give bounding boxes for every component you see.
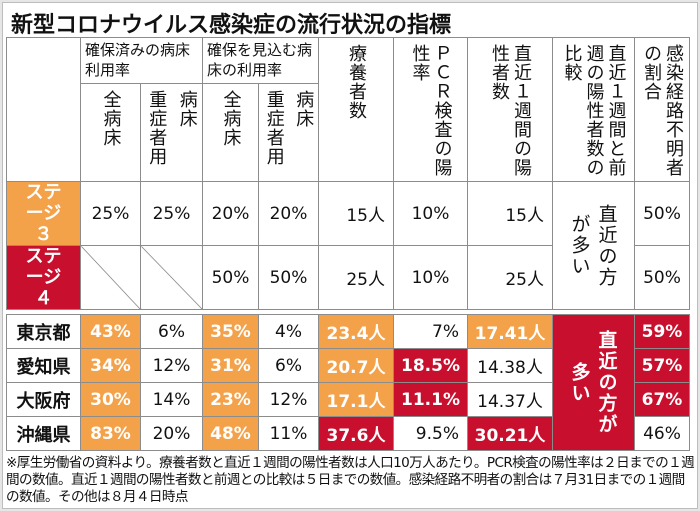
pref-value: 46% — [634, 416, 690, 451]
pref-value: 12% — [258, 382, 319, 417]
stage3-row: ステージ３ 25% 25% 20% 20% 15人 10% 15人 直近の方が多… — [6, 181, 690, 310]
pref-value: 23% — [202, 382, 259, 417]
header-weekly-positive: 直近１週間の陽性者数 — [467, 37, 553, 182]
pref-value: 67% — [634, 382, 690, 417]
pref-value: 14.37人 — [467, 382, 553, 417]
pref-value: 14% — [140, 382, 203, 417]
stage4-value: 50% — [258, 245, 319, 310]
pref-row-osaka: 大阪府 30% 14% 23% 12% 17.1人 11.1% 14.37人 6… — [6, 382, 690, 417]
pref-value: 30% — [80, 382, 141, 417]
header-all-beds-2: 全病床 — [202, 83, 259, 182]
pref-value: 34% — [80, 348, 141, 383]
pref-value: 9.5% — [393, 416, 468, 451]
pref-value: 17.1人 — [318, 382, 394, 417]
stage4-value: 50% — [202, 245, 259, 310]
stage4-row: ステージ４ 50% 50% 25人 10% 25人 50% — [6, 245, 690, 310]
stage4-value: 25人 — [467, 245, 553, 310]
stage3-value: 20% — [202, 181, 259, 246]
pref-value: 7% — [393, 314, 468, 349]
pref-value: 14.38人 — [467, 348, 553, 383]
header-pcr: ＰＣＲ検査の陽性率 — [393, 37, 468, 182]
pref-name: 東京都 — [6, 314, 81, 349]
stage4-value: 50% — [634, 245, 690, 310]
pref-value: 59% — [634, 314, 690, 349]
pref-value: 18.5% — [393, 348, 468, 383]
stage3-label: ステージ３ — [6, 181, 81, 246]
stage3-value: 10% — [393, 181, 468, 246]
source-note: ※厚生労働省の資料より。療養者数と直近１週間の陽性者数は人口10万人あたり。PC… — [6, 455, 695, 505]
pref-row-tokyo: 東京都 43% 6% 35% 4% 23.4人 7% 17.41人 直近の方が多… — [6, 314, 690, 451]
header-expected-beds: 確保を見込む病床の利用率 — [202, 37, 319, 84]
pref-value: 20.7人 — [318, 348, 394, 383]
header-compare: 直近１週間と前週の陽性者数の比較 — [552, 37, 635, 182]
pref-value: 11% — [258, 416, 319, 451]
stage3-value: 25% — [80, 181, 141, 246]
pref-value: 20% — [140, 416, 203, 451]
stage3-value: 20% — [258, 181, 319, 246]
header-all-beds-1: 全病床 — [80, 83, 141, 182]
header-secured-beds: 確保済みの病床利用率 — [80, 37, 203, 84]
pref-value: 6% — [140, 314, 203, 349]
pref-value: 35% — [202, 314, 259, 349]
pref-value: 31% — [202, 348, 259, 383]
stage-compare: 直近の方が多い — [552, 181, 635, 310]
pref-value: 48% — [202, 416, 259, 451]
stage4-empty-cell — [140, 245, 203, 310]
stage4-label: ステージ４ — [6, 245, 81, 310]
header-unknown-route: 感染経路不明者の割合 — [634, 37, 690, 182]
stage4-empty-cell — [80, 245, 141, 310]
stage3-value: 15人 — [467, 181, 553, 246]
pref-value: 43% — [80, 314, 141, 349]
pref-name: 愛知県 — [6, 348, 81, 383]
pref-compare: 直近の方が多い — [552, 314, 635, 451]
stage3-value: 50% — [634, 181, 690, 246]
header-severe-2: 重症者用 病床 — [258, 83, 319, 182]
stage3-value: 15人 — [318, 181, 394, 246]
pref-value: 37.6人 — [318, 416, 394, 451]
pref-value: 4% — [258, 314, 319, 349]
pref-value: 6% — [258, 348, 319, 383]
figure-title: 新型コロナウイルス感染症の流行状況の指標 — [11, 13, 452, 38]
indicator-table: 確保済みの病床利用率 確保を見込む病床の利用率 療養者数 ＰＣＲ検査の陽性率 直… — [6, 37, 690, 451]
pref-value: 11.1% — [393, 382, 468, 417]
pref-value: 17.41人 — [467, 314, 553, 349]
stage4-value: 10% — [393, 245, 468, 310]
pref-row-okinawa: 沖縄県 83% 20% 48% 11% 37.6人 9.5% 30.21人 46… — [6, 416, 690, 451]
stage3-value: 25% — [140, 181, 203, 246]
pref-value: 57% — [634, 348, 690, 383]
header-recuperating: 療養者数 — [318, 37, 394, 182]
corner-cell — [6, 37, 81, 182]
pref-name: 沖縄県 — [6, 416, 81, 451]
header-severe-1: 重症者用 病床 — [140, 83, 203, 182]
pref-value: 30.21人 — [467, 416, 553, 451]
pref-value: 12% — [140, 348, 203, 383]
pref-value: 83% — [80, 416, 141, 451]
pref-name: 大阪府 — [6, 382, 81, 417]
stage4-value: 25人 — [318, 245, 394, 310]
pref-value: 23.4人 — [318, 314, 394, 349]
